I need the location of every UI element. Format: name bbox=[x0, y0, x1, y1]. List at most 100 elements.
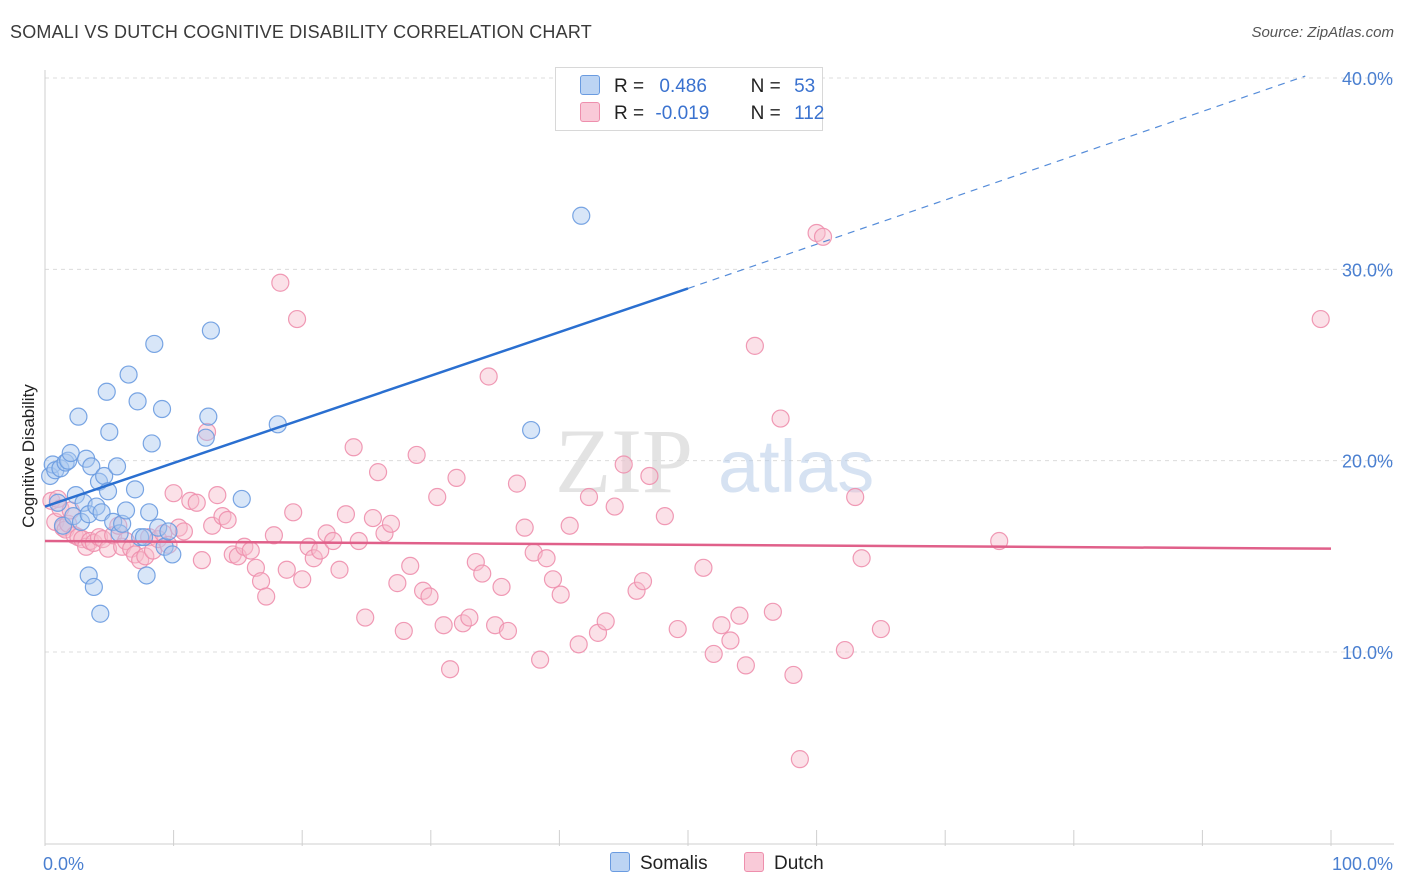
chart-title: SOMALI VS DUTCH COGNITIVE DISABILITY COR… bbox=[10, 22, 592, 42]
somali-point bbox=[104, 512, 123, 531]
dutch-point bbox=[614, 455, 633, 474]
legend-item-dutch[interactable]: Dutch bbox=[744, 852, 824, 875]
trend-lines bbox=[44, 75, 1332, 550]
somali-point bbox=[51, 459, 70, 478]
dutch-point bbox=[428, 487, 447, 507]
dutch-point bbox=[164, 484, 183, 503]
dutch-point bbox=[287, 309, 307, 329]
stats-row-dutch: R = -0.019 N = 112 bbox=[580, 102, 824, 128]
somali-point bbox=[152, 399, 172, 419]
somali-point bbox=[522, 420, 541, 440]
dutch-point bbox=[531, 650, 550, 669]
dutch-point bbox=[277, 560, 296, 579]
dutch-point bbox=[460, 608, 479, 627]
dutch-point bbox=[704, 644, 723, 664]
somali-point bbox=[125, 480, 145, 499]
dutch-point bbox=[492, 577, 511, 597]
dutch-point bbox=[745, 336, 764, 355]
dutch-point bbox=[835, 640, 854, 660]
somali-point bbox=[71, 512, 91, 531]
y-tick-label: 20.0% bbox=[1342, 452, 1393, 472]
dutch-r-label: R = bbox=[614, 103, 645, 124]
somali-point bbox=[232, 489, 251, 509]
dutch-point bbox=[515, 518, 534, 537]
dutch-point bbox=[633, 572, 653, 591]
somali-point bbox=[56, 453, 75, 472]
dutch-point bbox=[420, 587, 439, 606]
somalis-r-label: R = bbox=[614, 76, 645, 97]
dutch-points bbox=[42, 223, 1330, 769]
dutch-point bbox=[246, 558, 266, 577]
somali-point bbox=[84, 577, 103, 597]
dutch-point bbox=[434, 616, 453, 635]
dutch-point bbox=[736, 656, 755, 675]
somali-point bbox=[61, 443, 80, 463]
dutch-point bbox=[271, 273, 290, 292]
dutch-point bbox=[356, 608, 375, 627]
dutch-point bbox=[330, 560, 349, 579]
dutch-point bbox=[323, 531, 343, 551]
dutch-point bbox=[174, 522, 193, 541]
somali-point bbox=[69, 407, 88, 426]
dutch-point bbox=[784, 665, 803, 685]
dutch-point bbox=[640, 466, 659, 486]
x-tick-label-max: 100.0% bbox=[1332, 854, 1393, 874]
dutch-point bbox=[293, 570, 312, 589]
dutch-point bbox=[407, 445, 426, 465]
dutch-point bbox=[473, 564, 492, 583]
somali-point bbox=[145, 334, 164, 354]
axes bbox=[44, 70, 1394, 846]
dutch-point bbox=[537, 549, 556, 568]
dutch-point bbox=[763, 602, 782, 621]
somali-point bbox=[159, 522, 178, 541]
somali-point bbox=[100, 422, 119, 442]
legend-somalis-swatch bbox=[610, 852, 630, 872]
legend-dutch-label: Dutch bbox=[774, 853, 824, 874]
dutch-point bbox=[846, 487, 865, 507]
dutch-point bbox=[181, 491, 200, 510]
somali-point bbox=[95, 466, 114, 486]
dutch-point bbox=[569, 635, 588, 654]
dutch-point bbox=[349, 531, 368, 551]
dutch-point bbox=[192, 551, 211, 570]
dutch-point bbox=[187, 493, 206, 512]
tick-labels: 10.0% 20.0% 30.0% 40.0% 0.0% 100.0% bbox=[43, 69, 1393, 874]
dutch-point bbox=[241, 541, 260, 560]
dutch-point bbox=[712, 616, 731, 635]
dutch-point bbox=[388, 574, 407, 593]
y-axis-label: Cognitive Disability bbox=[19, 384, 38, 528]
watermark-atlas: atlas bbox=[718, 425, 874, 508]
y-tick-label: 30.0% bbox=[1342, 260, 1393, 280]
dutch-point bbox=[197, 422, 217, 442]
dutch-point bbox=[771, 409, 790, 428]
watermark: ZIP atlas bbox=[555, 410, 874, 512]
dutch-point bbox=[627, 581, 646, 600]
dutch-point bbox=[447, 468, 466, 487]
legend-somalis-label: Somalis bbox=[640, 853, 708, 874]
somalis-r-value: 0.486 bbox=[659, 76, 707, 97]
dutch-point bbox=[852, 549, 871, 568]
dutch-point bbox=[790, 750, 809, 769]
dutch-point bbox=[394, 621, 413, 641]
somali-point bbox=[116, 501, 136, 520]
dutch-point bbox=[990, 531, 1009, 551]
somali-point bbox=[137, 566, 156, 585]
somali-point bbox=[97, 382, 116, 401]
somali-point bbox=[91, 604, 110, 623]
somali-trend-line bbox=[44, 287, 689, 508]
dutch-point bbox=[579, 487, 599, 507]
somali-trend-extension bbox=[687, 75, 1306, 290]
dutch-point bbox=[336, 505, 356, 524]
y-tick-label: 40.0% bbox=[1342, 69, 1393, 89]
dutch-n-value: 112 bbox=[794, 103, 825, 124]
dutch-trend-line bbox=[44, 539, 1332, 550]
dutch-n-label: N = bbox=[750, 103, 781, 124]
chart-source: Source: ZipAtlas.com bbox=[1251, 24, 1394, 41]
legend-item-somalis[interactable]: Somalis bbox=[610, 852, 708, 875]
somali-point bbox=[149, 518, 168, 537]
dutch-point bbox=[257, 587, 276, 606]
dutch-point bbox=[368, 463, 388, 482]
dutch-point bbox=[813, 227, 833, 246]
somali-point bbox=[163, 545, 182, 564]
